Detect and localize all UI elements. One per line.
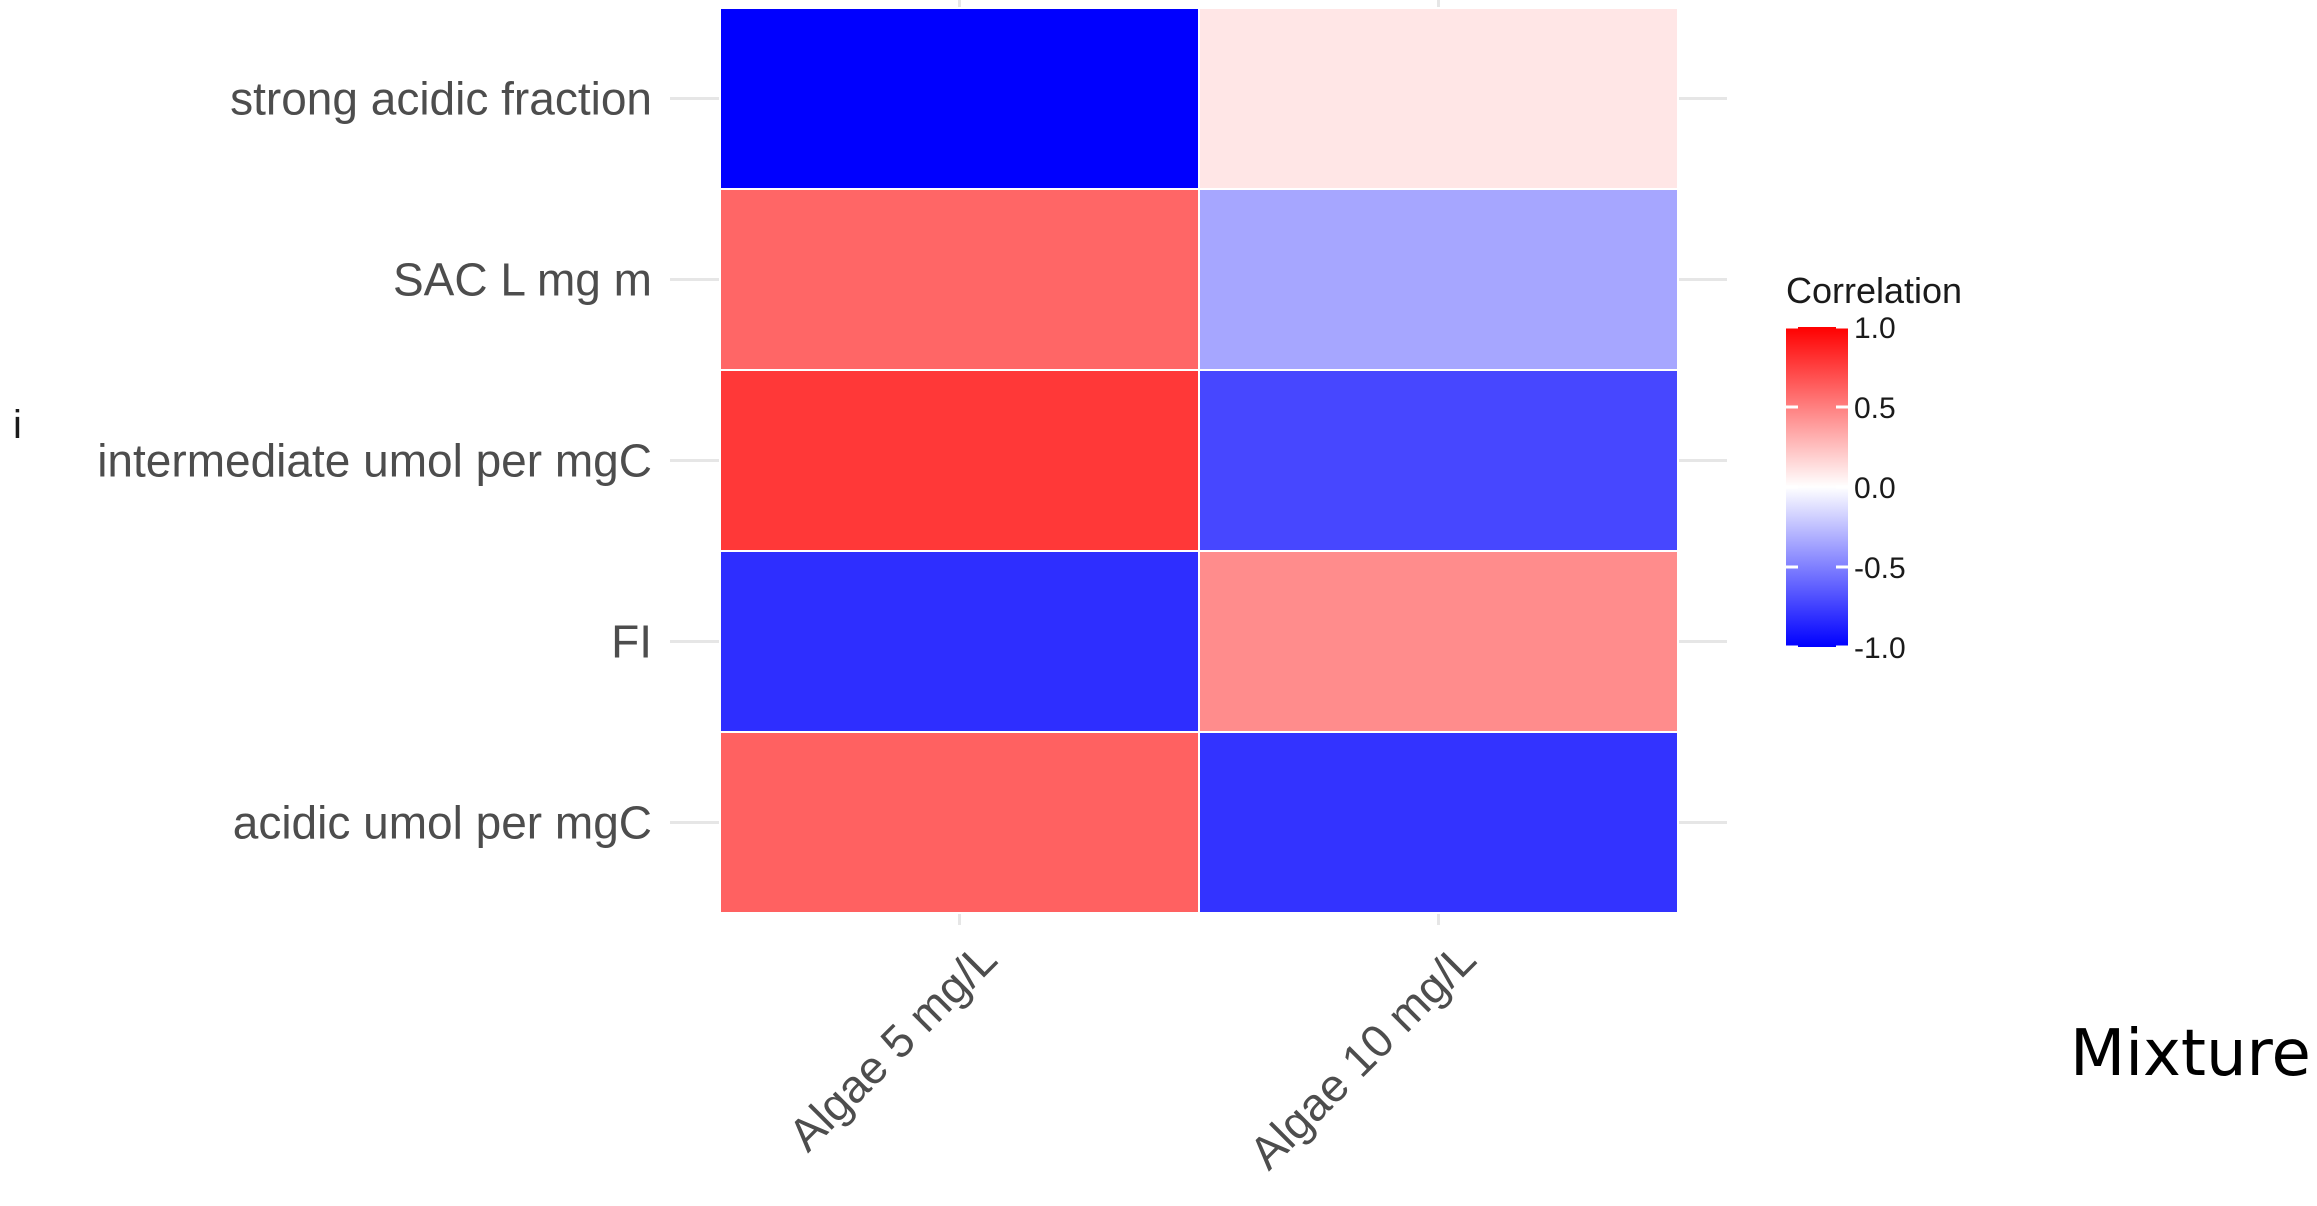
y-tick-label: acidic umol per mgC xyxy=(233,797,652,849)
heatmap-cell xyxy=(719,188,1200,371)
heatmap-cell xyxy=(719,731,1200,914)
y-tick-label: intermediate umol per mgC xyxy=(97,435,652,487)
heatmap-cell xyxy=(719,550,1200,733)
legend-tick-label: 0.5 xyxy=(1854,392,1896,425)
y-axis-label: i xyxy=(13,403,22,447)
heatmap-cell xyxy=(1198,188,1679,371)
legend-tick-label: -0.5 xyxy=(1854,552,1906,585)
heatmap-cell xyxy=(1198,731,1679,914)
heatmap-cell xyxy=(719,7,1200,190)
heatmap-cell xyxy=(1198,7,1679,190)
legend: Correlation 1.0 0.5 0.0 -0.5 -1.0 xyxy=(1786,270,1962,665)
mixture-label: Mixture xyxy=(2070,1017,2311,1091)
legend-tick-label: -1.0 xyxy=(1854,632,1906,665)
x-tick-label: Algae 5 mg/L xyxy=(778,932,1006,1160)
y-tick-label: FI xyxy=(611,616,652,668)
heatmap-cell xyxy=(719,369,1200,552)
y-tick-label: SAC L mg m xyxy=(393,254,652,306)
y-tick-label: strong acidic fraction xyxy=(230,73,652,125)
legend-tick-label: 0.0 xyxy=(1854,472,1896,505)
heatmap-cell xyxy=(1198,550,1679,733)
x-tick-label: Algae 10 mg/L xyxy=(1239,932,1486,1179)
legend-title: Correlation xyxy=(1786,270,1962,311)
heatmap-cells xyxy=(719,7,1679,914)
heatmap-cell xyxy=(1198,369,1679,552)
legend-tick-label: 1.0 xyxy=(1854,312,1896,345)
